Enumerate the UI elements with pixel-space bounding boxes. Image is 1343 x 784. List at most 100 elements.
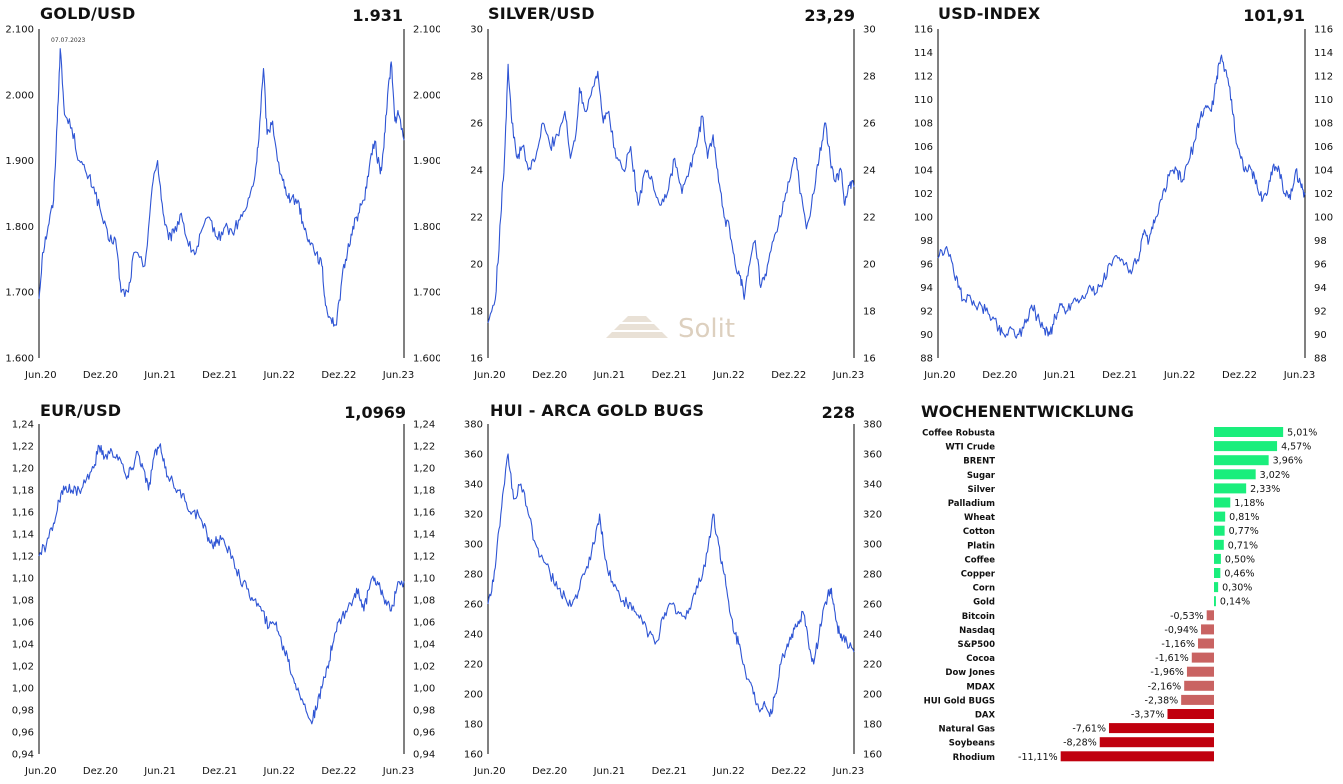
y-tick-label-right: 1,22 bbox=[413, 442, 435, 453]
bar-category-label: HUI Gold BUGS bbox=[924, 696, 995, 706]
y-tick-label-left: 98 bbox=[920, 236, 933, 247]
bar-value-label: 0,81% bbox=[1229, 512, 1259, 523]
bar-category-label: Copper bbox=[961, 570, 996, 580]
bar-category-label: Palladium bbox=[948, 499, 995, 509]
y-tick-label-left: 94 bbox=[920, 283, 933, 294]
x-tick-label: Dez.21 bbox=[652, 766, 687, 777]
y-tick-label-left: 1,14 bbox=[12, 530, 34, 541]
y-tick-label-right: 240 bbox=[863, 630, 882, 641]
x-tick-label: Jun.22 bbox=[712, 370, 745, 381]
x-tick-label: Jun.23 bbox=[832, 766, 865, 777]
y-tick-label-right: 26 bbox=[863, 119, 876, 130]
bar bbox=[1197, 638, 1214, 649]
x-tick-label: Jun.21 bbox=[593, 370, 626, 381]
y-tick-label-right: 94 bbox=[1314, 283, 1327, 294]
y-tick-label-right: 1.800 bbox=[413, 222, 440, 233]
y-tick-label-right: 320 bbox=[863, 510, 882, 521]
chart-panel-gold: GOLD/USD 1.931 1.600 1.600 1.700 1.700 1.800… bbox=[0, 0, 440, 390]
y-tick-label-left: 20 bbox=[470, 260, 483, 271]
y-tick-label-left: 0,96 bbox=[12, 728, 34, 739]
price-series-line bbox=[937, 54, 1306, 339]
x-tick-label: Dez.21 bbox=[652, 370, 687, 381]
y-tick-label-left: 30 bbox=[470, 25, 483, 36]
y-tick-label-left: 320 bbox=[464, 510, 483, 521]
y-tick-label-left: 1.900 bbox=[5, 156, 34, 167]
y-tick-label-right: 20 bbox=[863, 260, 876, 271]
x-tick-label: Jun.21 bbox=[143, 370, 176, 381]
bar-value-label: -0,53% bbox=[1170, 611, 1204, 622]
bar bbox=[1214, 497, 1231, 508]
x-tick-label: Jun.20 bbox=[24, 370, 57, 381]
y-tick-label-left: 2.000 bbox=[5, 90, 34, 101]
y-tick-label-right: 340 bbox=[863, 480, 882, 491]
y-tick-label-right: 1,20 bbox=[413, 464, 435, 475]
y-tick-label-right: 98 bbox=[1314, 236, 1327, 247]
chart-panel-silver: SILVER/USD 23,29 16 16 18 18 20 20 22 22 24 24 26 2… bbox=[450, 0, 890, 390]
price-series-line bbox=[38, 48, 405, 327]
bar bbox=[1214, 483, 1247, 494]
x-tick-label: Dez.21 bbox=[202, 766, 237, 777]
y-tick-label-left: 380 bbox=[464, 420, 483, 431]
x-tick-label: Dez.20 bbox=[532, 370, 567, 381]
y-tick-label-right: 260 bbox=[863, 600, 882, 611]
x-tick-label: Jun.21 bbox=[593, 766, 626, 777]
bar-value-label: 3,02% bbox=[1260, 470, 1290, 481]
y-tick-label-left: 104 bbox=[914, 166, 933, 177]
y-tick-label-right: 300 bbox=[863, 540, 882, 551]
silver-line-chart: 16 16 18 18 20 20 22 22 24 24 26 26 28 28 30 30 Jun.20 De… bbox=[470, 25, 876, 382]
bar bbox=[1167, 709, 1214, 719]
bar-category-label: Cocoa bbox=[966, 654, 995, 664]
y-tick-label-right: 18 bbox=[863, 307, 876, 318]
bar bbox=[1214, 553, 1221, 564]
x-tick-label: Dez.21 bbox=[1102, 370, 1137, 381]
x-tick-label: Dez.20 bbox=[83, 766, 118, 777]
chart-panel-usd-index: USD-INDEX 101,91 88 88 90 90 92 92 94 94 96 96 98 9… bbox=[900, 0, 1343, 390]
y-tick-label-right: 220 bbox=[863, 660, 882, 671]
bar-value-label: -3,37% bbox=[1131, 710, 1165, 721]
weekly-performance-title: WOCHENENTWICKLUNG bbox=[921, 402, 1134, 421]
chart-last-value: 101,91 bbox=[1243, 6, 1305, 25]
bar bbox=[1214, 511, 1226, 522]
bar-category-label: Bitcoin bbox=[962, 612, 995, 622]
bar-category-label: Coffee bbox=[965, 555, 996, 565]
y-tick-label-left: 106 bbox=[914, 142, 933, 153]
y-tick-label-left: 92 bbox=[920, 307, 933, 318]
bar bbox=[1214, 525, 1225, 536]
chart-last-value: 1.931 bbox=[352, 6, 403, 25]
y-tick-label-left: 108 bbox=[914, 119, 933, 130]
y-tick-label-right: 100 bbox=[1314, 213, 1333, 224]
x-tick-label: Dez.22 bbox=[321, 766, 356, 777]
y-tick-label-right: 22 bbox=[863, 213, 876, 224]
chart-last-value: 23,29 bbox=[804, 6, 855, 25]
y-tick-label-right: 1,14 bbox=[413, 530, 435, 541]
y-tick-label-right: 106 bbox=[1314, 142, 1333, 153]
y-tick-label-left: 2.100 bbox=[5, 25, 34, 36]
bar-category-label: WTI Crude bbox=[945, 443, 995, 453]
usd-index-line-chart: 88 88 90 90 92 92 94 94 96 96 98 98 100 100 102 102 104 1… bbox=[914, 25, 1333, 382]
bar-value-label: -0,94% bbox=[1164, 625, 1198, 636]
y-tick-label-left: 88 bbox=[920, 354, 933, 365]
bar-category-label: Platin bbox=[967, 541, 995, 551]
y-tick-label-left: 260 bbox=[464, 600, 483, 611]
bar-category-label: Rhodium bbox=[953, 753, 995, 763]
x-tick-label: Jun.23 bbox=[1283, 370, 1316, 381]
y-tick-label-left: 0,98 bbox=[12, 706, 34, 717]
x-tick-label: Jun.22 bbox=[1163, 370, 1196, 381]
bar-category-label: Silver bbox=[968, 485, 996, 495]
y-tick-label-right: 104 bbox=[1314, 166, 1333, 177]
x-tick-label: Jun.23 bbox=[832, 370, 865, 381]
x-tick-label: Dez.20 bbox=[982, 370, 1017, 381]
y-tick-label-right: 0,96 bbox=[413, 728, 435, 739]
y-tick-label-left: 28 bbox=[470, 72, 483, 83]
y-tick-label-left: 240 bbox=[464, 630, 483, 641]
y-tick-label-left: 110 bbox=[914, 95, 933, 106]
y-tick-label-left: 112 bbox=[914, 72, 933, 83]
bar bbox=[1099, 737, 1214, 748]
bar-category-label: Gold bbox=[973, 598, 995, 608]
x-tick-label: Jun.23 bbox=[382, 766, 415, 777]
y-tick-label-right: 380 bbox=[863, 420, 882, 431]
bar bbox=[1191, 652, 1214, 663]
bar-value-label: 2,33% bbox=[1250, 484, 1280, 495]
y-tick-label-right: 1,18 bbox=[413, 486, 435, 497]
y-tick-label-right: 0,94 bbox=[413, 750, 435, 761]
